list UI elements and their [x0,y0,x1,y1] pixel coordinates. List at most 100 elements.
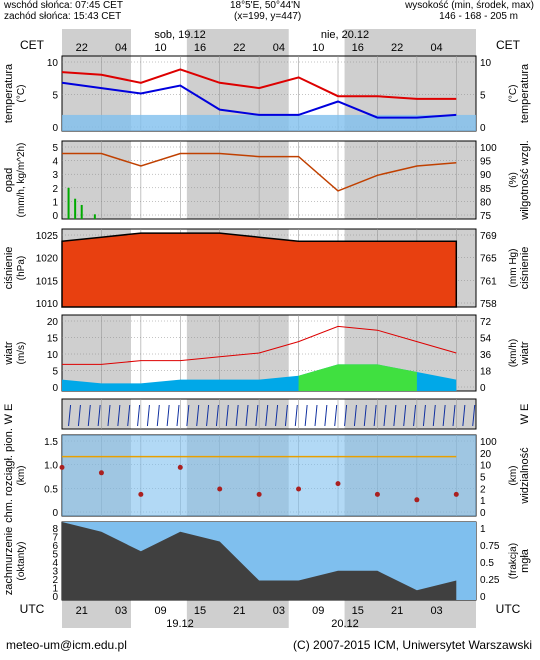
right-tick-clouds-2: 0.5 [480,558,494,569]
right-label-temperature: temperatura [519,63,531,123]
cloud-cover-area [62,522,457,600]
left-label-visibility: chm. rozciągł. pion. [3,428,15,523]
right-unit-precip: (%) [508,172,519,188]
right-tick-wind-0: 72 [480,317,492,328]
humidity-line [62,152,457,192]
left-tick-wind-2: 10 [47,350,59,361]
wind-arrow-11.5 [137,404,141,427]
right-label-wind: wiatr [519,341,531,366]
bottom-hour-0: 21 [76,605,88,617]
right-tick-pressure-1: 765 [480,254,497,265]
wind-arrow-25 [225,404,229,427]
right-tick-wind-2: 36 [480,350,492,361]
sunrise-text: wschód słońca: 07:45 CET [4,0,123,11]
top-hour-1: 04 [115,42,127,54]
left-label-clouds: zachmurzenie [3,527,15,595]
left-tick-pressure-2: 1015 [36,276,59,287]
wind-arrow-2.5 [77,404,81,427]
wind-arrow-44.5 [353,404,357,427]
right-tick-precip-2: 90 [480,170,492,181]
height-label: wysokość (min, środek, max) [405,0,534,11]
top-hour-2: 10 [154,42,166,54]
height-values: 146 - 168 - 205 m [439,11,518,22]
panel-precip-day-0 [131,141,187,219]
left-tick-clouds-3: 5 [52,550,58,561]
left-tick-clouds-1: 7 [52,533,58,544]
precip-bar-0 [67,187,70,219]
bottom-hour-4: 21 [233,605,245,617]
bottom-hour-8: 21 [391,605,403,617]
footer-copyright: (C) 2007-2015 ICM, Uniwersytet Warszawsk… [293,638,532,652]
footer-email[interactable]: meteo-um@icm.edu.pl [6,638,127,652]
left-unit-temperature: (°C) [16,85,27,103]
wind-arrow-55 [422,404,426,427]
wind-arrow-10 [127,404,131,427]
wind-arrow-23.5 [215,404,219,427]
wind-arrow-56.5 [432,404,436,427]
right-unit-wind: (km/h) [508,339,519,367]
left-tick-clouds-2: 6 [52,541,58,552]
right-tick-visibility-1: 20 [480,449,492,460]
right-tick-wind-1: 54 [480,334,492,345]
left-tick-temperature-1: 5 [52,91,58,102]
wind-gust-line [62,325,457,365]
tz-top-right: CET [496,38,521,52]
wind-arrow-17.5 [176,404,180,427]
cloudbase-dot-4 [217,486,223,492]
grid-text: (x=199, y=447) [234,11,302,22]
cloudbase-dot-7 [335,481,341,487]
bottom-hour-5: 03 [273,605,285,617]
right-tick-clouds-3: 0.25 [480,575,500,586]
top-hour-6: 10 [312,42,324,54]
right-tick-precip-3: 85 [480,184,492,195]
bottom-hour-6: 09 [312,605,324,617]
left-label-wind: wiatr [3,341,15,366]
left-tick-precip-5: 0 [52,211,58,222]
wind-arrow-47.5 [373,404,377,427]
left-unit-pressure: (hPa) [16,256,27,280]
left-tick-temperature-0: 10 [47,58,59,69]
right-tick-pressure-2: 761 [480,276,497,287]
panel-wind-day-0 [131,315,187,391]
right-label-precip: wilgotność wzgl. [519,140,531,220]
wind-arrow-4 [87,404,91,427]
right-tick-temperature-2: 0 [480,123,486,134]
right-tick-temperature-1: 5 [480,91,486,102]
cloudbase-dot-9 [414,497,420,503]
left-tick-precip-4: 1 [52,197,58,208]
left-label-temperature: temperatura [3,63,15,123]
left-tick-clouds-0: 8 [52,524,58,535]
bottom-day-band-0 [131,600,187,628]
right-tick-precip-0: 100 [480,143,497,154]
tz-bottom-right: UTC [496,602,521,616]
panel-precip [61,140,477,220]
left-tick-wind-1: 15 [47,334,59,345]
left-label-precip: opad [3,168,15,192]
wind-arrow-43 [344,404,348,427]
wind-arrow-1 [68,404,72,427]
right-tick-visibility-3: 5 [480,473,486,484]
top-day-band-1 [288,29,345,56]
cloudbase-dot-8 [374,491,380,497]
tz-bottom-left: UTC [20,602,45,616]
bottom-date-2: 20.12 [331,618,359,630]
visibility-bg [62,435,476,516]
left-unit-clouds: (oktanty) [16,542,27,581]
right-label-visibility: widzialność [519,447,531,505]
left-unit-precip: (mm/h, kg/m^2h) [16,143,27,218]
wind-arrow-26.5 [235,404,239,427]
wind-arrow-49 [383,404,387,427]
right-tick-wind-4: 0 [480,383,486,394]
date-top-1: sob, 19.12 [154,29,205,41]
left-unit-wind: (m/s) [16,342,27,365]
right-label-winddir: W E [519,404,531,425]
left-tick-clouds-8: 0 [52,592,58,603]
meteogram: temperatura (°C) temperatura(°C)10501050op… [3,29,531,630]
bottom-hour-7: 15 [352,605,364,617]
wind-arrow-52 [403,404,407,427]
right-tick-clouds-1: 0.75 [480,541,500,552]
top-hour-8: 22 [391,42,403,54]
dewpoint-line [61,81,457,119]
left-tick-clouds-5: 3 [52,567,58,578]
top-hour-0: 22 [76,42,88,54]
